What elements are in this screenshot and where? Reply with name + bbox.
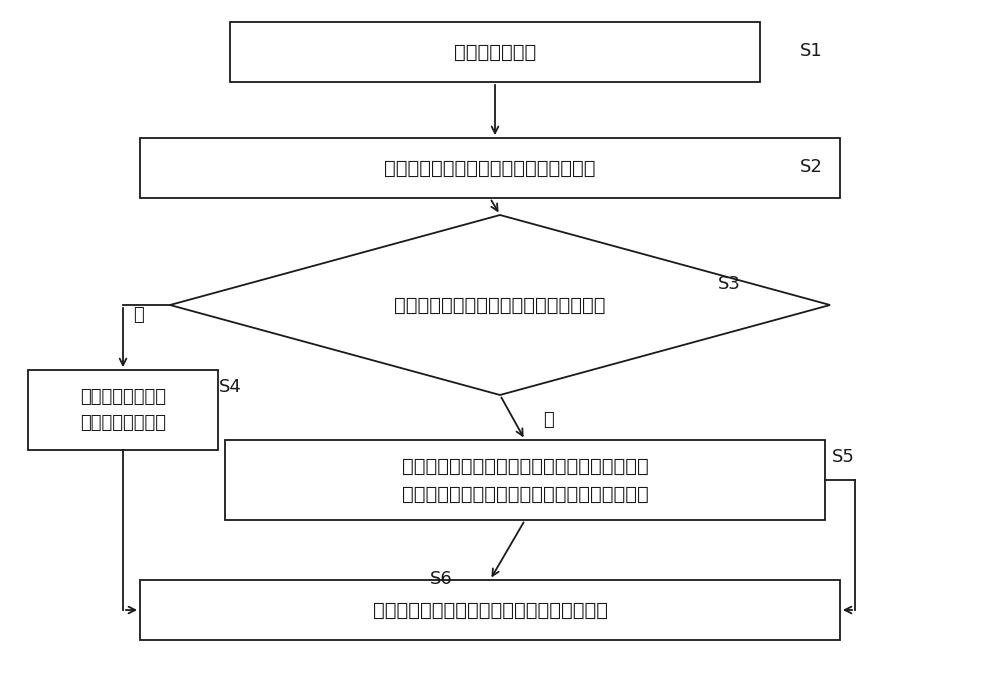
Text: 将切割装置移动到实际切割点对铸坯进行切割: 将切割装置移动到实际切割点对铸坯进行切割 — [372, 601, 608, 620]
Bar — [28, 370, 218, 450]
Polygon shape — [170, 215, 830, 395]
Text: 是: 是 — [133, 306, 143, 324]
Text: 否: 否 — [543, 411, 553, 429]
Text: S1: S1 — [800, 42, 823, 60]
Text: 凝固终点的位置不大于虚拟切割点的位置: 凝固终点的位置不大于虚拟切割点的位置 — [394, 295, 606, 315]
Bar — [140, 580, 840, 640]
Text: 将所述虚拟切割点
设定为实际切割点: 将所述虚拟切割点 设定为实际切割点 — [80, 388, 166, 432]
Text: S3: S3 — [718, 275, 741, 293]
Bar — [140, 138, 840, 198]
Bar — [230, 22, 760, 82]
Text: S6: S6 — [430, 570, 453, 588]
Text: S5: S5 — [832, 448, 855, 466]
Text: 通过温度场跟踪模型跟踪铸坯的凝固终点: 通过温度场跟踪模型跟踪铸坯的凝固终点 — [384, 159, 596, 177]
Text: 将铸坯的凝固终点退到与坯头的距离不小于一个
定尺切割的距离时的虚拟切割点作为实际切割点: 将铸坯的凝固终点退到与坯头的距离不小于一个 定尺切割的距离时的虚拟切割点作为实际… — [402, 457, 648, 504]
Text: 设定虚拟切割点: 设定虚拟切割点 — [454, 42, 536, 62]
Text: S4: S4 — [219, 378, 242, 396]
Bar — [225, 440, 825, 520]
Text: S2: S2 — [800, 158, 823, 176]
